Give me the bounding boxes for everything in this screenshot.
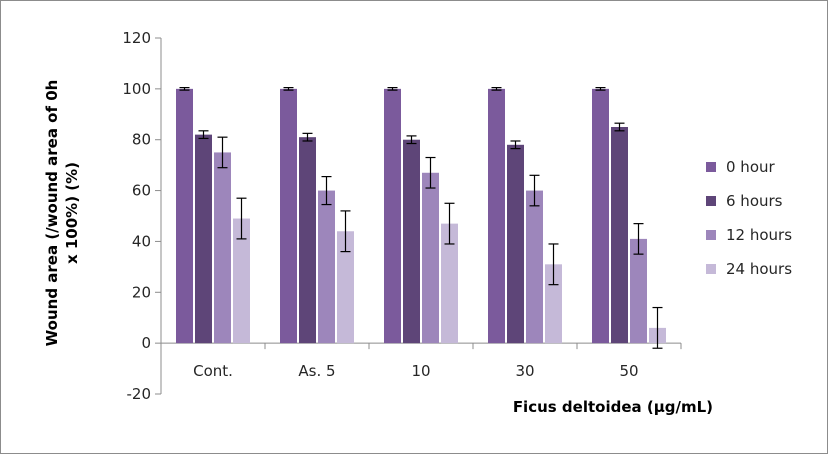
bar (176, 88, 193, 344)
bar (384, 88, 401, 344)
error-bar (302, 132, 313, 142)
error-bar (633, 223, 644, 255)
error-bar (491, 86, 502, 91)
y-axis-title-line: x 100%) (%) (63, 162, 81, 264)
legend-item: 12 hours (706, 226, 792, 244)
error-bar (406, 135, 417, 145)
plot-area (161, 86, 682, 350)
bar (337, 231, 354, 344)
y-tick-label: 60 (132, 182, 151, 200)
y-tick-label: 100 (122, 80, 151, 98)
error-bar (236, 197, 247, 240)
legend-label: 0 hour (726, 158, 776, 176)
bar (488, 88, 505, 344)
error-bar (548, 243, 559, 286)
legend-label: 6 hours (726, 192, 783, 210)
bar (592, 88, 609, 344)
y-tick-label: -20 (127, 385, 152, 403)
bar (526, 190, 543, 344)
legend-label: 12 hours (726, 226, 792, 244)
svg-text:Wound area (/wound area of 0hx: Wound area (/wound area of 0h x 100%) (%) (43, 80, 81, 347)
x-category-label: Cont. (193, 362, 233, 380)
legend-swatch (706, 162, 716, 172)
bar (280, 88, 297, 344)
x-category-label: 10 (411, 362, 430, 380)
error-bar (217, 136, 228, 169)
error-bar (529, 174, 540, 207)
bar (422, 172, 439, 344)
bar (630, 238, 647, 344)
y-tick-label: 80 (132, 131, 151, 149)
legend-label: 24 hours (726, 260, 792, 278)
legend-swatch (706, 230, 716, 240)
error-bar (595, 86, 606, 91)
bar (195, 134, 212, 344)
bar (214, 152, 231, 344)
y-axis-title: Wound area (/wound area of 0h x 100%) (%) (43, 80, 81, 347)
error-bar (425, 156, 436, 189)
y-tick-label: 20 (132, 283, 151, 301)
legend-item: 0 hour (706, 158, 776, 176)
x-axis-title: Ficus deltoidea (μg/mL) (513, 398, 713, 416)
error-bar (340, 210, 351, 253)
bar (441, 223, 458, 344)
y-tick-label: 40 (132, 232, 151, 250)
error-bar (198, 130, 209, 140)
y-tick-label: 0 (141, 334, 151, 352)
legend: 0 hour 6 hours 12 hours 24 hours (706, 158, 792, 278)
error-bar (444, 202, 455, 245)
error-bar (283, 86, 294, 91)
x-category-label: 30 (515, 362, 534, 380)
bar (507, 144, 524, 344)
legend-swatch (706, 264, 716, 274)
x-axis-categories: Cont. As. 5 10 30 50 (193, 362, 638, 380)
legend-item: 6 hours (706, 192, 783, 210)
y-tick-label: 120 (122, 29, 151, 47)
y-axis-ticks: -20 0 20 40 60 80 100 120 (122, 29, 162, 403)
bar (318, 190, 335, 344)
error-bar (179, 86, 190, 91)
error-bar (652, 306, 663, 349)
legend-item: 24 hours (706, 260, 792, 278)
y-axis-title-line: Wound area (/wound area of 0h (43, 80, 61, 347)
error-bar (321, 175, 332, 206)
legend-swatch (706, 196, 716, 206)
bar (403, 139, 420, 344)
error-bar (387, 86, 398, 91)
bar (233, 218, 250, 344)
error-bar (614, 122, 625, 132)
x-category-label: 50 (619, 362, 638, 380)
x-category-label: As. 5 (298, 362, 335, 380)
bar (545, 264, 562, 344)
error-bar (510, 140, 521, 150)
bar (611, 127, 628, 344)
bar (299, 137, 316, 344)
